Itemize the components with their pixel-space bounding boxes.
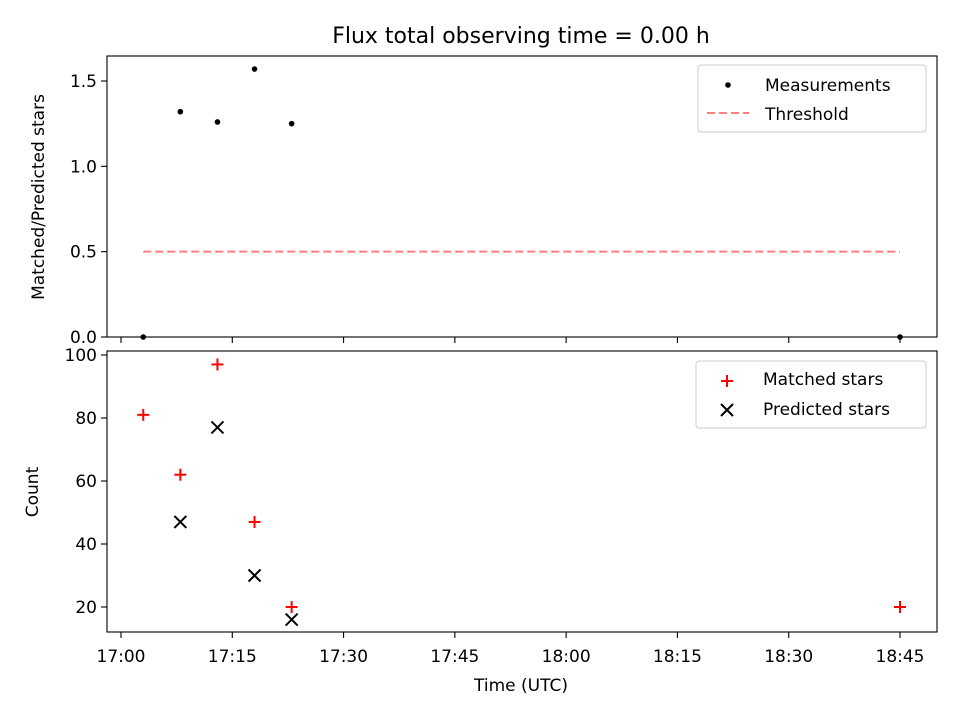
top-panel: 0.0 0.5 1.0 1.5 Matched/Predicted stars Mea… (29, 55, 938, 348)
x-tick-label-4: 18:00 (542, 647, 591, 667)
legend-matched-marker (721, 375, 733, 387)
top-y-axis-label: Matched/Predicted stars (29, 94, 49, 300)
predicted-star-point (173, 515, 188, 529)
legend-predicted-marker (720, 403, 734, 417)
bottom-y-tick-label-0: 20 (75, 598, 97, 618)
x-tick-label-7: 18:45 (876, 647, 925, 667)
legend-measurements-marker (725, 82, 731, 88)
predicted-star-point (210, 420, 225, 435)
top-y-tick-label-3: 1.5 (70, 72, 97, 92)
measurement-point (288, 120, 295, 127)
measurement-point (177, 108, 184, 115)
matched-star-point (285, 601, 298, 613)
bottom-x-axis: 17:00 17:15 17:30 17:45 18:00 18:15 18:30 18:45 (97, 632, 925, 667)
x-tick-label-1: 17:15 (208, 647, 257, 667)
x-tick-label-2: 17:30 (319, 647, 368, 667)
bottom-y-axis-label: Count (23, 466, 43, 517)
predicted-star-point-b (210, 420, 225, 435)
top-plot-marks (140, 66, 903, 340)
x-tick-label-0: 17:00 (97, 647, 146, 667)
x-tick-label-5: 18:15 (653, 647, 702, 667)
bottom-y-tick-label-3: 80 (75, 409, 97, 429)
predicted-star-point-b (247, 568, 262, 583)
x-axis-label: Time (UTC) (473, 676, 568, 696)
measurement-point (214, 119, 221, 125)
legend-measurements-label: Measurements (765, 76, 891, 96)
legend-predicted-label: Predicted stars (763, 400, 890, 420)
measurement-point (251, 66, 258, 72)
bottom-plot-marks (137, 358, 906, 627)
bottom-y-tick-label-4: 100 (65, 346, 97, 366)
top-legend: Measurements Threshold (697, 64, 927, 133)
x-tick-label-6: 18:30 (764, 647, 813, 667)
legend-threshold-label: Threshold (764, 105, 849, 125)
x-tick-label-3: 17:45 (430, 647, 479, 667)
top-y-tick-label-1: 0.5 (70, 243, 97, 263)
top-y-axis: 0.0 0.5 1.0 1.5 (70, 72, 107, 348)
chart-title: Flux total observing time = 0.00 h (332, 24, 710, 49)
top-x-ticks (120, 337, 901, 343)
matched-star-point (174, 468, 187, 481)
bottom-panel: 20 40 60 80 100 17:00 17:15 17:30 17:45 18:00 18:… (23, 346, 938, 696)
predicted-star-point (284, 612, 299, 627)
predicted-star-point-b (173, 515, 188, 529)
legend-matched-label: Matched stars (763, 370, 883, 390)
bottom-legend: Matched stars Predicted stars (695, 360, 927, 429)
bottom-legend-box (695, 360, 927, 429)
bottom-y-tick-label-1: 40 (75, 535, 97, 555)
matched-star-point (894, 601, 906, 613)
matched-star-point (211, 358, 224, 371)
top-legend-box (697, 64, 927, 133)
bottom-y-tick-label-2: 60 (75, 472, 97, 492)
bottom-axes-frame (106, 350, 938, 633)
bottom-y-axis: 20 40 60 80 100 (65, 346, 107, 618)
predicted-star-point-b (284, 612, 299, 627)
top-y-tick-label-0: 0.0 (70, 328, 97, 348)
top-y-tick-label-2: 1.0 (70, 157, 97, 177)
predicted-star-point (247, 568, 262, 583)
top-axes-frame (106, 55, 938, 338)
matched-star-point (137, 408, 150, 421)
matched-star-point (248, 515, 261, 528)
